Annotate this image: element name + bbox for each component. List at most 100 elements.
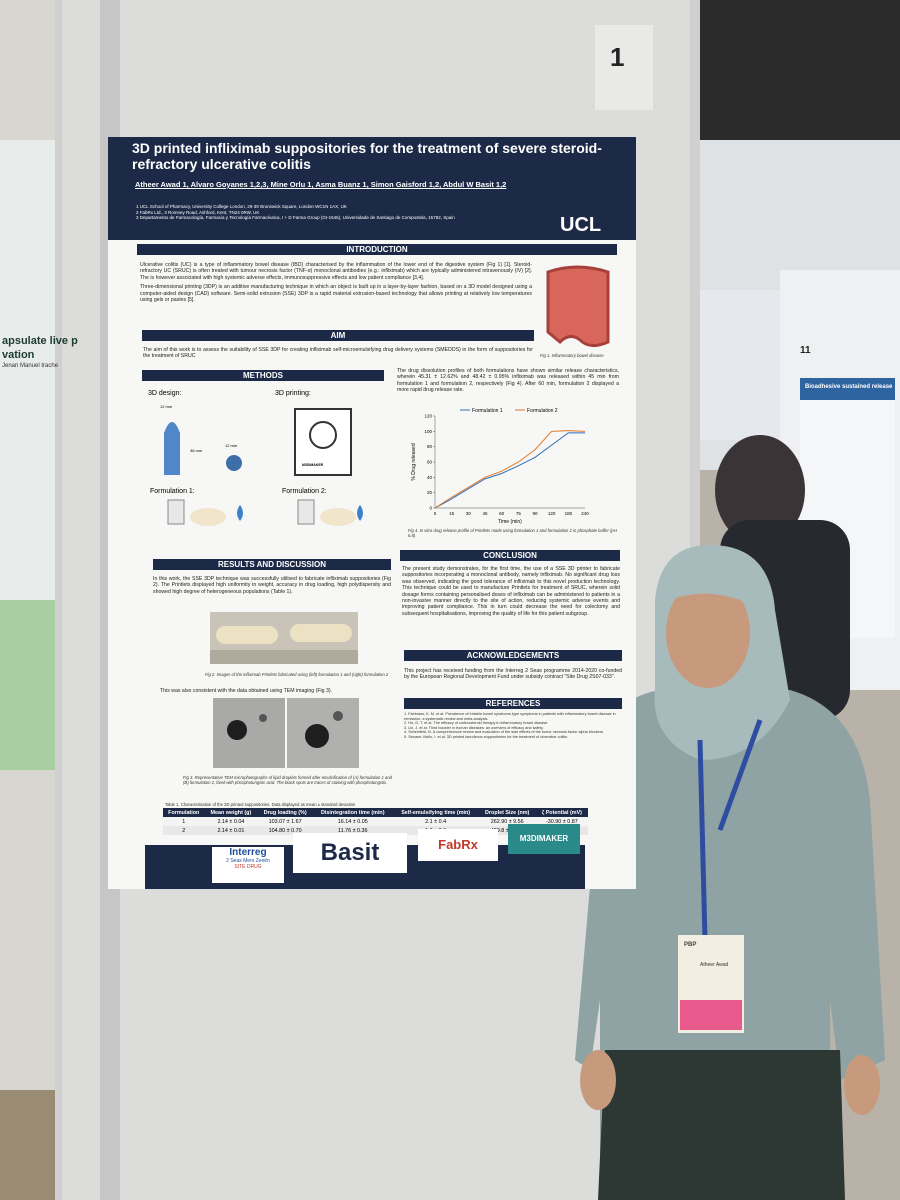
table-cell: 2.14 ± 0.04 (217, 818, 245, 825)
poster-title: 3D printed infliximab suppositories for … (132, 140, 602, 172)
table-cell: -30.90 ± 0.87 (545, 818, 578, 825)
x-tick-label: 240 (581, 511, 589, 516)
dimension: 12 mm (160, 404, 173, 409)
sponsor-text: Interreg (229, 847, 267, 858)
tem-text: This was also consistent with the data o… (160, 688, 333, 694)
formulation-label: Formulation 2: (282, 488, 327, 495)
printlets-photo (210, 612, 358, 664)
intro-text: Ulcerative colitis (UC) is a type of inf… (140, 262, 532, 303)
aim-text: The aim of this work is to assess the su… (143, 347, 533, 360)
affiliation: 1 UCL School of Pharmacy, University Col… (136, 204, 347, 209)
legend-label: Formulation 1 (472, 408, 503, 414)
table-cell: 2.1 ± 0.4 (425, 818, 447, 825)
section-heading: ACKNOWLEDGEMENTS (404, 650, 622, 661)
y-tick-label: 120 (424, 414, 432, 419)
y-tick-label: 100 (424, 429, 432, 434)
x-tick-label: 15 (449, 511, 455, 516)
x-tick-label: 180 (565, 511, 573, 516)
left-poster-author: Jenan Manuel trache (2, 363, 59, 369)
poster-authors: Atheer Awad 1, Alvaro Goyanes 1,2,3, Min… (135, 180, 507, 189)
table-cell: 429.8 ± 26.24 (479, 826, 536, 835)
section-heading: REFERENCES (404, 698, 622, 709)
table-cell: 2.14 ± 0.01 (217, 827, 245, 834)
y-tick-label: 20 (427, 490, 433, 495)
x-tick-label: 120 (548, 511, 556, 516)
figure-caption: Fig 1. Inflammatory bowel disease (540, 353, 604, 358)
figure-caption: Fig 4. In vitro drug release profile of … (408, 528, 617, 538)
series-line (434, 432, 585, 509)
reference: 2. Ho, G. T. et al. The efficacy of cort… (404, 721, 549, 726)
board-number: 1 (610, 42, 625, 72)
x-axis-label: Time (min) (498, 519, 522, 525)
x-tick-label: 30 (466, 511, 472, 516)
table-cell: 1 (182, 818, 186, 825)
section-heading: INTRODUCTION (137, 244, 617, 255)
left-poster-title: apsulate live p (2, 335, 78, 347)
affiliation: 2 FabRx Ltd., 3 Romney Road, Ashford, Ke… (136, 209, 260, 215)
y-tick-label: 60 (427, 460, 433, 465)
reference: 3. Lin, J. et al. Third booster in human… (404, 725, 544, 730)
table-header-cell: Mean weight (g) (204, 808, 258, 817)
table-cell: 2 (182, 827, 186, 834)
section-heading: CONCLUSION (400, 550, 620, 561)
table-caption: Table 1. Characterisation of the 3D prin… (165, 802, 356, 807)
table-cell: 103.07 ± 1.67 (268, 818, 302, 825)
paragraph: Ulcerative colitis (UC) is a type of inf… (140, 262, 532, 281)
conclusion-text: The present study demonstrates, for the … (402, 566, 620, 617)
y-tick-label: 80 (427, 444, 433, 449)
affiliations: 1 UCL School of Pharmacy, University Col… (136, 204, 516, 221)
results-text: In this work, the SSE 3DP technique was … (153, 576, 391, 595)
affiliation: 3 Departamento de Farmacología, Farmacia… (136, 215, 455, 221)
table-header-cell: Drug loading (%) (257, 808, 313, 817)
legend-label: Formulation 2 (527, 408, 558, 414)
x-tick-label: 45 (482, 511, 488, 516)
printer-brand: M3DIMAKER (302, 463, 324, 467)
paragraph: Three-dimensional printing (3DP) is an a… (140, 284, 532, 304)
table-header-cell: ζ Potential (mV) (535, 808, 588, 817)
y-tick-label: 0 (429, 506, 432, 511)
section-heading: METHODS (142, 370, 384, 381)
table-header-cell: Droplet Size (nm) (478, 808, 536, 817)
badge-name: Atheer Awad (700, 962, 729, 968)
left-poster-title: vation (2, 349, 35, 361)
section-heading: AIM (142, 330, 534, 341)
y-tick-label: 40 (427, 475, 433, 480)
method-label: 3D printing: (275, 390, 311, 397)
methods-illustration (164, 408, 363, 526)
results-table: Formulation Mean weight (g) Drug loading (… (163, 808, 588, 835)
y-axis-label: % Drug released (411, 443, 417, 480)
reference: 1. Fairbrass, K. M. et al. Prevalence of… (404, 712, 616, 721)
method-label: 3D design: (148, 390, 182, 397)
table-header-cell: Formulation (163, 808, 205, 817)
sponsor-text: 2 Seas Mers Zeeën (226, 858, 270, 864)
table-cell: 16.14 ± 0.05 (337, 818, 368, 825)
ucl-logo: UCL (560, 214, 602, 236)
dimension: 36 mm (190, 448, 203, 453)
table-cell: 11.76 ± 0.36 (338, 827, 368, 834)
table-cell: 262.90 ± 9.56 (490, 818, 524, 825)
sponsor-logo: M3DIMAKER (508, 824, 580, 854)
right-poster-title: Bioadhesive sustained release (805, 384, 893, 390)
x-tick-label: 0 (434, 511, 437, 516)
reference: 5. Seoane-Viaño, I. et al. 3D printed ta… (404, 734, 569, 739)
table-header-cell: Disintegration time (min) (312, 808, 393, 817)
sponsor-text: SITE DRUG (234, 864, 262, 870)
section-heading: RESULTS AND DISCUSSION (153, 559, 391, 570)
dimension: 12 mm (225, 443, 238, 448)
formulation-label: Formulation 1: (150, 488, 195, 495)
table-header-row: Formulation Mean weight (g) Drug loading (… (163, 808, 588, 817)
reference: 4. Scheinfeld, N. A comprehensive review… (404, 730, 605, 735)
colon-illustration (546, 265, 610, 347)
tem-images (213, 698, 359, 768)
right-board-number: 11 (800, 345, 811, 356)
table-header-cell: Self-emulsifying time (min) (392, 808, 479, 817)
badge-event: PBP (684, 942, 697, 948)
release-text: The drug dissolution profiles of both fo… (397, 368, 619, 394)
table-row: 1 2.14 ± 0.04 103.07 ± 1.67 16.14 ± 0.05 2.1… (163, 817, 588, 826)
release-chart: 0 20 40 60 80 100 120 0 15 30 45 60 75 90 120 180 240 Tim… (411, 408, 589, 525)
references: 1. Fairbrass, K. M. et al. Prevalence of… (404, 712, 618, 740)
figure-caption: Fig 3. Representative TEM microphotograp… (183, 775, 393, 785)
x-tick-label: 60 (499, 511, 505, 516)
